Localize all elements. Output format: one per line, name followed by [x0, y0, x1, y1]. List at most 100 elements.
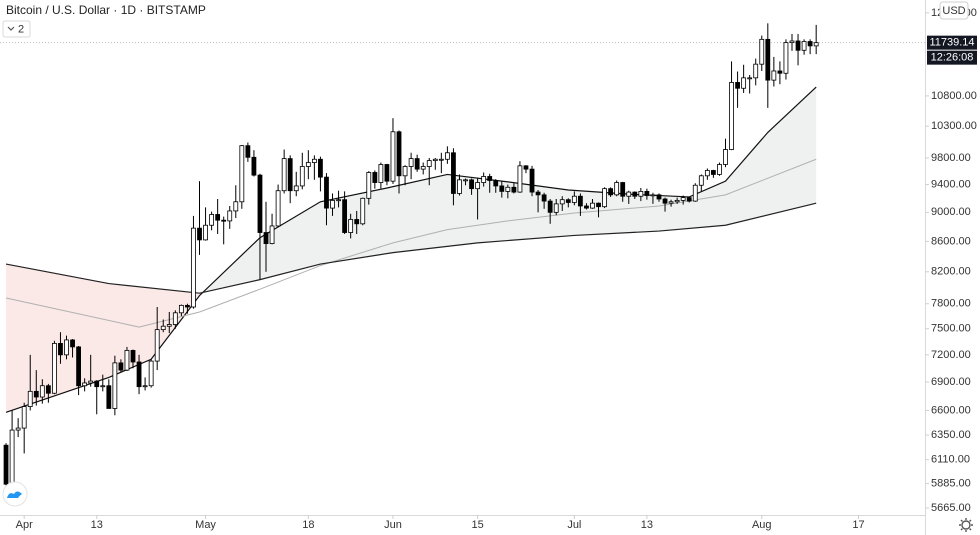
candle-body	[366, 172, 372, 199]
x-tick-label: 18	[302, 519, 314, 531]
y-tick-label: 6600.00	[931, 404, 971, 416]
candle-body	[360, 197, 366, 225]
candle-body	[686, 197, 692, 202]
candle-body	[221, 219, 227, 222]
y-tick-label: 5665.00	[931, 502, 971, 514]
settings-button[interactable]	[959, 518, 973, 532]
candle-body	[39, 385, 45, 398]
x-tick-label: Jun	[384, 519, 402, 531]
candle-body	[160, 325, 166, 331]
candle-body	[523, 165, 529, 170]
candle-body	[191, 227, 196, 308]
candle-body	[704, 170, 710, 177]
candle-body	[553, 203, 559, 213]
candle-body	[318, 158, 323, 178]
candle-body	[197, 227, 202, 241]
candle-body	[426, 160, 432, 167]
plot-area	[0, 23, 925, 487]
x-tick-label: 13	[91, 519, 103, 531]
candle-body	[451, 152, 456, 194]
candle-body	[330, 199, 335, 209]
y-tick-label: 9800.00	[931, 152, 971, 164]
candle-body	[602, 188, 607, 208]
indicator-toggle[interactable]: 2	[2, 20, 31, 38]
candle-body	[626, 191, 632, 197]
last-price-box	[927, 35, 977, 50]
candle-body	[324, 176, 329, 209]
candle-body	[281, 158, 287, 192]
candle-body	[789, 40, 795, 44]
tv-logo[interactable]	[2, 481, 28, 507]
candle-body	[209, 214, 215, 226]
countdown-box	[927, 50, 977, 65]
candle-body	[275, 190, 281, 227]
x-tick-label: 15	[471, 519, 483, 531]
candle-body	[535, 191, 541, 196]
chevron-icon	[7, 26, 15, 31]
candle-body	[638, 191, 644, 197]
candle-body	[76, 346, 81, 387]
gear-icon[interactable]	[961, 520, 971, 530]
candle-body	[644, 191, 650, 196]
candle-body	[94, 380, 100, 388]
candle-body	[723, 149, 728, 165]
candle-body	[807, 41, 813, 47]
candle-body	[420, 166, 426, 170]
ma-line	[5, 158, 817, 328]
candle-body	[505, 186, 511, 192]
y-tick-label: 8200.00	[931, 266, 971, 278]
currency-button[interactable]: USD	[939, 1, 969, 20]
logo-cloud	[7, 491, 22, 498]
candle-body	[759, 38, 765, 65]
candle-body	[82, 382, 88, 387]
candle-body	[293, 185, 299, 192]
candle-body	[614, 182, 620, 196]
x-tick-label: Aug	[752, 519, 772, 531]
candle-body	[15, 427, 21, 431]
candle-body	[166, 324, 172, 327]
candle-body	[142, 385, 148, 388]
candle-body	[438, 158, 444, 161]
candle-body	[3, 444, 9, 485]
candle-body	[45, 385, 51, 394]
candle-body	[390, 131, 396, 182]
candle-body	[668, 201, 674, 204]
x-tick-label: Apr	[16, 519, 33, 531]
candle-body	[765, 38, 771, 81]
candle-body	[148, 360, 154, 387]
candle-body	[305, 162, 311, 167]
indicator-count: 2	[18, 23, 24, 35]
candle-body	[178, 304, 184, 314]
x-tick-label: 17	[852, 519, 864, 531]
candle-body	[257, 174, 263, 233]
candle-body	[130, 350, 136, 363]
candle-body	[813, 42, 819, 47]
candle-body	[402, 166, 408, 177]
candle-body	[311, 158, 317, 163]
candle-body	[541, 194, 547, 202]
candle-body	[336, 199, 341, 202]
candle-body	[414, 158, 420, 170]
y-tick-label: 10800.00	[931, 90, 977, 102]
indicator-badge[interactable]	[2, 20, 31, 38]
candle-body	[493, 180, 499, 187]
ma-line	[5, 86, 817, 413]
y-tick-label: 9400.00	[931, 178, 971, 190]
y-tick-label: 7200.00	[931, 349, 971, 361]
candle-body	[299, 166, 305, 187]
y-tick-label: 7800.00	[931, 298, 971, 310]
y-tick-label: 10300.00	[931, 120, 977, 132]
y-tick-label: 6110.00	[931, 454, 970, 466]
candle-body	[753, 63, 759, 79]
y-tick-label: 9000.00	[931, 206, 971, 218]
candle-body	[481, 176, 487, 183]
candle-body	[656, 194, 662, 200]
x-tick-label: 13	[641, 519, 653, 531]
candle-body	[475, 182, 481, 190]
currency-box[interactable]	[939, 1, 969, 20]
candle-body	[52, 343, 57, 394]
candle-body	[680, 197, 686, 201]
candle-body	[100, 385, 106, 388]
